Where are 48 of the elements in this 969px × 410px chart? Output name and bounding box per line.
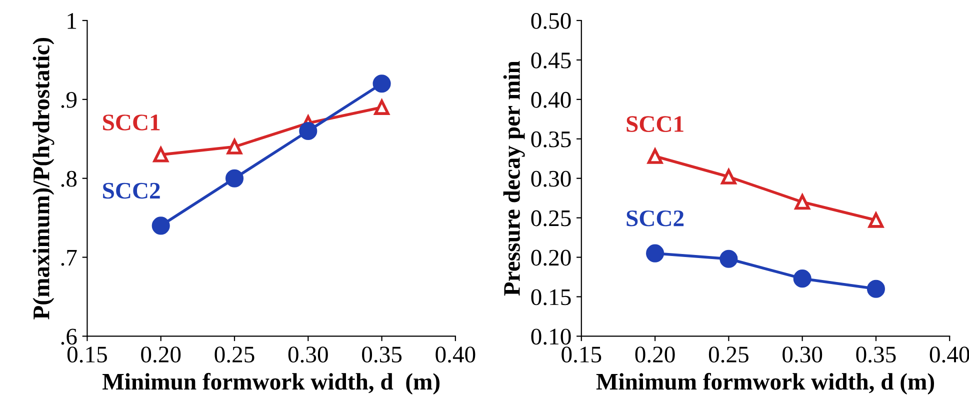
point (372, 74, 391, 93)
y-tick-label: 0.45 (531, 52, 571, 68)
point (226, 139, 242, 154)
point (152, 216, 170, 235)
y-tick-label: 0.30 (531, 170, 571, 187)
x-axis-title: Minimum formwork width, d (m) (596, 372, 934, 395)
y-tick-label: 0.15 (531, 289, 571, 306)
y-tick-label: 0.25 (531, 210, 571, 226)
x-tick-label: 0.15 (562, 346, 602, 363)
series-label: SCC2 (103, 182, 160, 199)
y-axis-title: P(maximum)/P(hydrostatic) (32, 38, 54, 320)
point (866, 280, 886, 298)
y-tick-label: .9 (61, 92, 77, 108)
x-tick-label: 0.35 (856, 346, 896, 363)
y-tick-label: 0.10 (531, 328, 571, 345)
y-tick-label: 0.50 (531, 12, 571, 30)
point (374, 100, 390, 115)
point (647, 148, 663, 164)
point (646, 244, 664, 262)
x-tick-label: 0.40 (436, 346, 476, 363)
y-tick-label: 1 (68, 13, 76, 29)
y-tick-label: .8 (61, 170, 77, 187)
x-tick-label: 0.25 (214, 346, 254, 363)
y-tick-label: 0.20 (531, 250, 571, 266)
series-label: SCC1 (626, 116, 684, 132)
x-tick-label: 0.30 (288, 346, 328, 363)
y-axis-title: Pressure decay per min (503, 60, 525, 296)
x-tick-label: 0.35 (362, 346, 402, 363)
x-tick-label: 0.25 (708, 346, 748, 363)
y-tick-label: .6 (61, 328, 77, 345)
point (299, 122, 318, 140)
x-tick-label: 0.20 (141, 346, 181, 363)
series-label: SCC1 (103, 114, 160, 130)
point (225, 169, 244, 188)
series-label: SCC2 (626, 210, 684, 226)
point (720, 250, 738, 268)
point (868, 212, 884, 228)
point (721, 169, 736, 184)
x-axis-title: Minimun formwork width, d (m) (102, 372, 440, 395)
point (793, 270, 812, 288)
point (153, 147, 168, 162)
y-tick-label: 0.40 (531, 92, 571, 108)
point (794, 194, 810, 210)
x-tick-label: 0.40 (930, 346, 969, 363)
y-tick-label: .7 (61, 250, 77, 266)
x-tick-label: 0.30 (782, 346, 822, 363)
x-tick-label: 0.20 (635, 346, 675, 363)
y-tick-label: 0.35 (531, 131, 571, 148)
